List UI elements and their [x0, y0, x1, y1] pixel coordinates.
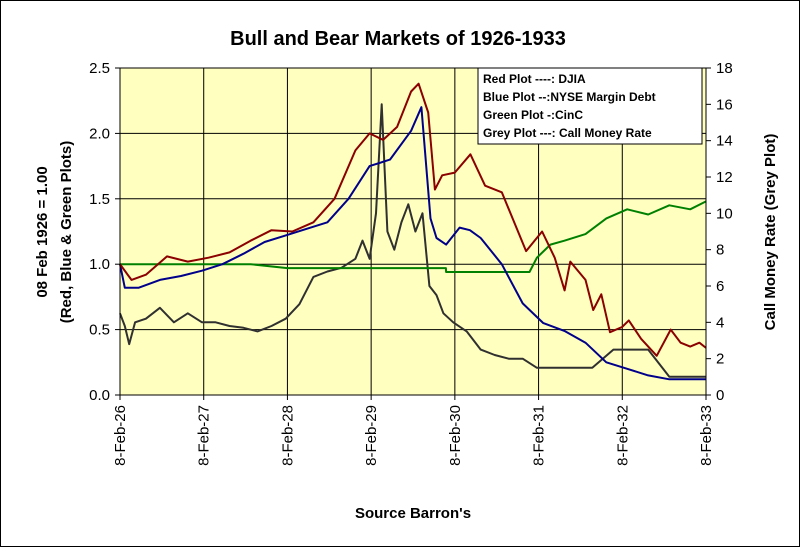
series-line-cinc	[120, 200, 707, 273]
plot-border	[119, 67, 707, 396]
series-line-call-money-rate	[119, 103, 706, 378]
y-left-tick-label: 2.0	[89, 125, 110, 142]
legend-entry-call-money: Grey Plot ---: Call Money Rate	[483, 126, 652, 140]
y-right-tick-label: 6	[716, 278, 724, 295]
y-right-tick-label: 16	[716, 96, 733, 113]
y-right-tick-label: 10	[716, 205, 733, 222]
x-tick-label: 8-Feb-27	[196, 405, 213, 466]
series-layer	[119, 82, 707, 381]
series-line-djia	[119, 82, 707, 357]
y-right-tick-label: 18	[716, 60, 733, 77]
y-right-tick-label: 8	[716, 242, 724, 259]
y-left-tick-label: 1.5	[89, 191, 110, 208]
y-right-tick-label: 14	[716, 133, 733, 150]
legend: Red Plot ----: DJIA Blue Plot --:NYSE Ma…	[477, 67, 703, 145]
y-right-tick-label: 4	[716, 314, 724, 331]
y-right-axis-label: Call Money Rate (Grey Plot)	[762, 134, 779, 331]
x-tick-label: 8-Feb-26	[112, 405, 129, 466]
chart-title: Bull and Bear Markets of 1926-1933	[230, 28, 566, 50]
y-left-tick-label: 1.0	[89, 256, 110, 273]
axes: 0.0 0.5 1.0 1.5 2.0 2.5 0 2 4 6 8 10 12 14 16 18 8-Feb-2…	[89, 60, 733, 466]
legend-entry-djia: Red Plot ----: DJIA	[483, 72, 586, 86]
y-right-tick-label: 2	[716, 351, 724, 368]
y-left-tick-label: 0.5	[89, 322, 110, 339]
y-right-tick-label: 12	[716, 169, 733, 186]
legend-entry-margin-debt: Blue Plot --:NYSE Margin Debt	[483, 90, 656, 104]
x-tick-label: 8-Feb-33	[698, 405, 715, 466]
x-tick-label: 8-Feb-30	[447, 405, 464, 466]
x-tick-label: 8-Feb-29	[363, 405, 380, 466]
y-left-tick-label: 0.0	[89, 387, 110, 404]
y-right-tick-label: 0	[716, 387, 724, 404]
legend-box	[477, 67, 703, 145]
x-tick-label: 8-Feb-28	[279, 405, 296, 466]
y-left-tick-label: 2.5	[89, 60, 110, 77]
legend-entry-cinc: Green Plot -:CinC	[483, 108, 583, 122]
x-axis-label: Source Barron's	[355, 505, 471, 522]
y-left-axis-label: 08 Feb 1926 = 1.00	[34, 166, 51, 297]
y-left-axis-sublabel: (Red, Blue & Green Plots)	[58, 141, 75, 324]
x-tick-label: 8-Feb-32	[614, 405, 631, 466]
x-tick-label: 8-Feb-31	[531, 405, 548, 466]
series-line-nyse-margin-debt	[119, 106, 706, 381]
